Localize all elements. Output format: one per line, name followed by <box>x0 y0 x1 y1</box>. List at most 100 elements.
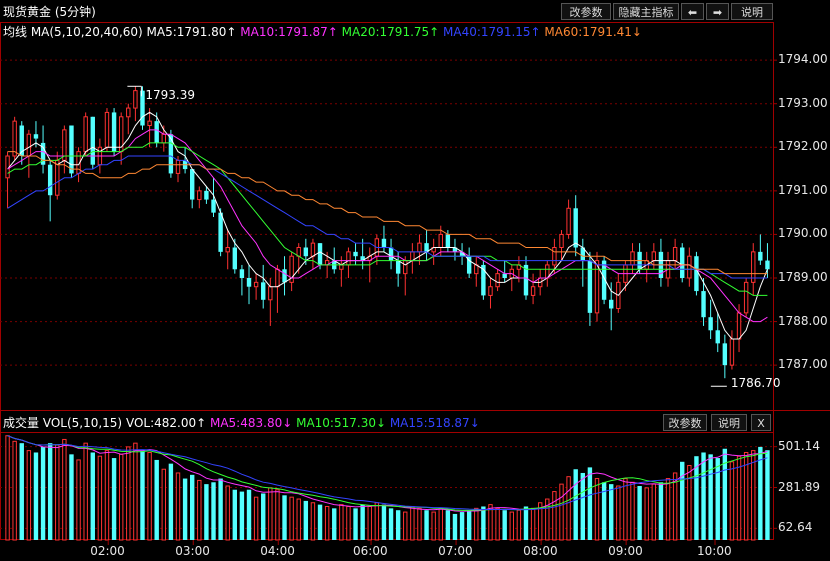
candle-body <box>40 142 46 165</box>
volume-bar <box>445 510 451 540</box>
vol-legend-item-1: MA5:483.80↓ <box>206 416 293 430</box>
volume-bar <box>694 456 699 540</box>
volume-bar <box>715 458 720 540</box>
candle-body <box>651 251 657 262</box>
ma-line-ma10 <box>7 129 768 323</box>
candle-body <box>751 251 756 283</box>
candle-body <box>275 268 280 288</box>
candle-body <box>69 125 74 174</box>
candle-body <box>530 286 536 296</box>
candle-body <box>239 269 245 278</box>
candle-body <box>268 286 273 301</box>
ma-legend-item-0: MA5:1791.80↑ <box>146 25 237 39</box>
candle-body <box>466 256 472 274</box>
candle-body <box>246 278 252 287</box>
volume-bar <box>708 454 713 540</box>
candle-body <box>339 264 344 270</box>
time-tick-label: 03:00 <box>175 544 210 558</box>
volume-bar <box>126 446 131 541</box>
candle-body <box>438 233 443 249</box>
vol-legend-item-2: MA10:517.30↓ <box>292 416 387 430</box>
candle-body <box>47 164 53 196</box>
volume-bar <box>62 438 67 541</box>
candle-body <box>410 251 415 262</box>
volume-bar <box>452 513 458 540</box>
candle-body <box>594 260 600 314</box>
volume-bar <box>168 463 174 540</box>
candle-body <box>488 286 493 296</box>
candle-body <box>83 116 88 153</box>
vol-close-button[interactable]: X <box>751 414 771 431</box>
volume-bar <box>573 469 578 540</box>
volume-bar <box>410 505 415 541</box>
volume-bar <box>651 483 657 541</box>
candle-body <box>722 343 728 366</box>
volume-bar <box>736 455 742 541</box>
candle-body <box>5 155 10 179</box>
volume-bar <box>246 489 252 540</box>
volume-bar <box>722 448 728 540</box>
vol-help-button[interactable]: 说明 <box>711 414 747 431</box>
volume-bar <box>175 472 181 541</box>
candle-body <box>211 199 216 213</box>
candle-body <box>459 251 465 257</box>
volume-bar <box>47 443 53 540</box>
volume-bar <box>303 500 309 540</box>
candle-body <box>154 121 159 143</box>
edit-params-button[interactable]: 改参数 <box>561 3 611 20</box>
volume-tick-label: 62.64 <box>778 520 813 535</box>
price-tick-label: 1792.00 <box>778 139 828 154</box>
volume-bar <box>204 484 209 540</box>
candle-body <box>55 159 60 196</box>
volume-bar <box>381 504 387 540</box>
volume-bar <box>630 481 635 541</box>
candle-body <box>573 208 578 248</box>
volume-bar <box>616 485 621 541</box>
volume-bar <box>104 450 110 541</box>
volume-bar <box>424 510 429 540</box>
time-tick-label: 08:00 <box>523 544 558 558</box>
volume-bar <box>516 509 522 541</box>
arrow-left-icon[interactable]: ⬅ <box>681 3 704 20</box>
volume-bar <box>76 459 81 541</box>
candle-body <box>232 247 238 270</box>
arrow-right-icon[interactable]: ➡ <box>706 3 729 20</box>
price-tick-label: 1788.00 <box>778 313 828 328</box>
volume-bar <box>317 504 323 540</box>
ma-line-ma40 <box>7 155 768 279</box>
candle-body <box>289 255 294 283</box>
volume-bar <box>253 496 259 541</box>
help-button[interactable]: 说明 <box>731 3 773 20</box>
volume-bar <box>388 508 394 540</box>
hide-main-indicator-button[interactable]: 隐藏主指标 <box>613 3 679 20</box>
volume-bar <box>12 440 17 541</box>
volume-bar <box>459 512 465 540</box>
volume-bar <box>282 495 287 540</box>
candle-body <box>360 256 365 261</box>
vol-legend-label: 成交量 VOL(5,10,15) <box>3 416 123 430</box>
low-price-label: 1786.70 <box>730 376 781 391</box>
candle-body <box>204 190 209 200</box>
candle-body <box>687 255 692 279</box>
volume-bar <box>346 505 351 541</box>
vol-legend-item-3: MA15:518.87↓ <box>386 416 480 430</box>
candle-body <box>346 251 351 266</box>
candle-body <box>765 260 770 270</box>
candle-body <box>175 159 181 174</box>
volume-bar <box>559 483 564 541</box>
time-tick-label: 04:00 <box>260 544 295 558</box>
volume-bar <box>289 496 294 541</box>
volume-bar <box>268 487 273 541</box>
volume-bar <box>687 465 692 541</box>
candle-body <box>680 247 685 278</box>
candle-body <box>303 247 309 257</box>
plot-frame <box>0 22 774 540</box>
candle-body <box>694 256 699 292</box>
volume-bar <box>665 478 671 541</box>
vol-edit-params-button[interactable]: 改参数 <box>663 414 707 431</box>
time-tick-label: 06:00 <box>353 544 388 558</box>
candle-body <box>282 269 287 283</box>
ma-legend: 均线 MA(5,10,20,40,60) MA5:1791.80↑ MA10:1… <box>3 24 642 40</box>
candle-body <box>133 90 138 109</box>
